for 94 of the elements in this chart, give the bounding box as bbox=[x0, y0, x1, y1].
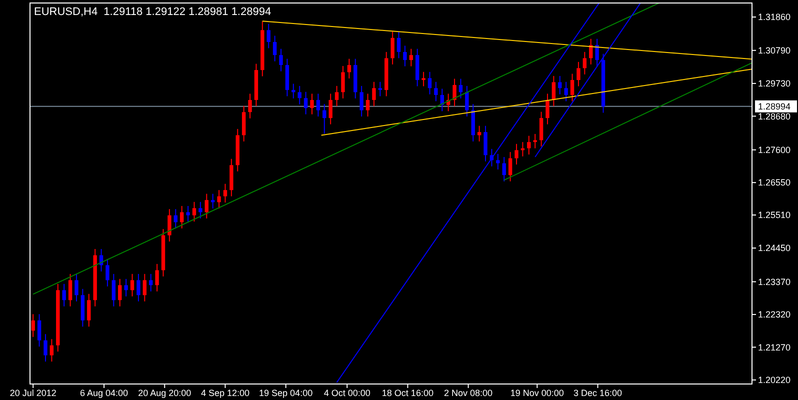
x-tick-label: 6 Aug 04:00 bbox=[80, 388, 128, 398]
candlestick bbox=[502, 156, 506, 182]
y-tick-label: 1.30790 bbox=[758, 46, 791, 56]
candlestick bbox=[223, 183, 228, 204]
y-tick-label: 1.23370 bbox=[758, 276, 791, 287]
candlestick bbox=[87, 293, 91, 328]
candlestick bbox=[310, 93, 314, 115]
x-tick-label: 4 Sep 12:00 bbox=[200, 388, 250, 398]
candlestick bbox=[546, 93, 550, 125]
candlestick bbox=[37, 314, 42, 348]
candlestick bbox=[118, 278, 122, 307]
x-tick-label: 4 Oct 00:00 bbox=[324, 388, 370, 398]
candlestick bbox=[595, 38, 599, 67]
y-tick-label: 1.22320 bbox=[758, 310, 791, 320]
candlestick bbox=[366, 93, 370, 117]
candlestick bbox=[130, 273, 134, 297]
candlestick bbox=[124, 278, 128, 297]
candlestick bbox=[458, 78, 463, 99]
y-tick-label: 1.31860 bbox=[758, 12, 791, 22]
candlestick bbox=[477, 125, 482, 142]
candlestick bbox=[266, 23, 270, 49]
y-tick-label: 1.24450 bbox=[758, 243, 791, 254]
candlestick bbox=[155, 263, 159, 292]
candlestick bbox=[334, 85, 339, 107]
y-tick-label: 1.27600 bbox=[758, 145, 791, 155]
x-tick-label: 18 Oct 16:00 bbox=[382, 388, 434, 398]
candlestick bbox=[527, 135, 531, 156]
candlestick bbox=[396, 31, 401, 59]
candlestick bbox=[403, 45, 407, 67]
candlestick bbox=[50, 338, 54, 362]
candlestick bbox=[576, 61, 580, 87]
y-tick-label: 1.26550 bbox=[758, 178, 791, 188]
ref-line-label: 1.28994 bbox=[758, 102, 791, 112]
candlestick bbox=[465, 85, 469, 117]
candlestick bbox=[409, 48, 413, 67]
candlestick bbox=[558, 75, 562, 95]
candlestick bbox=[142, 273, 147, 302]
candlestick bbox=[298, 85, 302, 105]
candlestick bbox=[272, 35, 277, 62]
candlestick bbox=[539, 111, 544, 147]
candlestick bbox=[533, 133, 537, 149]
candlestick bbox=[168, 208, 172, 242]
candlestick bbox=[564, 81, 568, 102]
x-tick-label: 20 Jul 2012 bbox=[10, 388, 56, 398]
candlestick bbox=[428, 71, 432, 95]
candlestick bbox=[341, 65, 345, 99]
candlestick bbox=[192, 201, 196, 222]
candlestick bbox=[452, 78, 456, 107]
y-tick-label: 1.28680 bbox=[758, 111, 791, 122]
candlestick bbox=[204, 193, 208, 219]
x-tick-label: 19 Sep 04:00 bbox=[259, 388, 313, 398]
candlestick bbox=[484, 125, 488, 162]
candlestick bbox=[242, 105, 246, 142]
candlestick bbox=[279, 48, 283, 72]
x-tick-label: 3 Dec 16:00 bbox=[573, 388, 622, 398]
y-tick-label: 1.21270 bbox=[758, 342, 791, 352]
candlestick bbox=[62, 283, 66, 307]
candlestick bbox=[186, 205, 190, 222]
candlestick bbox=[360, 85, 364, 117]
candlestick bbox=[372, 81, 376, 107]
candlestick bbox=[248, 93, 252, 119]
x-tick-label: 2 Nov 08:00 bbox=[444, 388, 493, 398]
candlestick bbox=[68, 273, 72, 307]
candlestick bbox=[552, 75, 556, 107]
candlestick bbox=[496, 153, 500, 170]
x-tick-label: 19 Nov 00:00 bbox=[510, 388, 564, 398]
candlestick bbox=[180, 205, 184, 229]
candlestick bbox=[31, 314, 35, 338]
candlestick bbox=[106, 258, 110, 287]
candlestick bbox=[136, 273, 140, 302]
candlestick bbox=[582, 51, 587, 75]
candlestick bbox=[44, 334, 48, 362]
y-tick-label: 1.25510 bbox=[758, 210, 791, 220]
candlestick bbox=[328, 93, 332, 125]
candlestick bbox=[304, 91, 308, 115]
candlestick bbox=[322, 104, 326, 134]
y-tick-label: 1.29730 bbox=[758, 78, 791, 89]
candlestick bbox=[570, 73, 574, 102]
candlestick bbox=[508, 152, 512, 182]
candlestick bbox=[378, 81, 382, 97]
candlestick bbox=[316, 93, 320, 117]
candlestick bbox=[198, 201, 202, 219]
candlestick bbox=[217, 190, 221, 209]
candlestick bbox=[514, 143, 518, 166]
candlestick bbox=[347, 58, 352, 79]
y-tick-label: 1.20220 bbox=[758, 375, 791, 386]
chart-title: EURUSD,H4 1.29118 1.29122 1.28981 1.28994 bbox=[34, 6, 272, 18]
candlestick bbox=[390, 31, 394, 65]
candlestick bbox=[148, 273, 153, 292]
candlestick bbox=[74, 273, 78, 302]
candlestick bbox=[112, 273, 116, 307]
candlestick bbox=[434, 81, 438, 102]
x-tick-label: 20 Aug 20:00 bbox=[138, 388, 192, 398]
candlestick bbox=[422, 71, 426, 87]
